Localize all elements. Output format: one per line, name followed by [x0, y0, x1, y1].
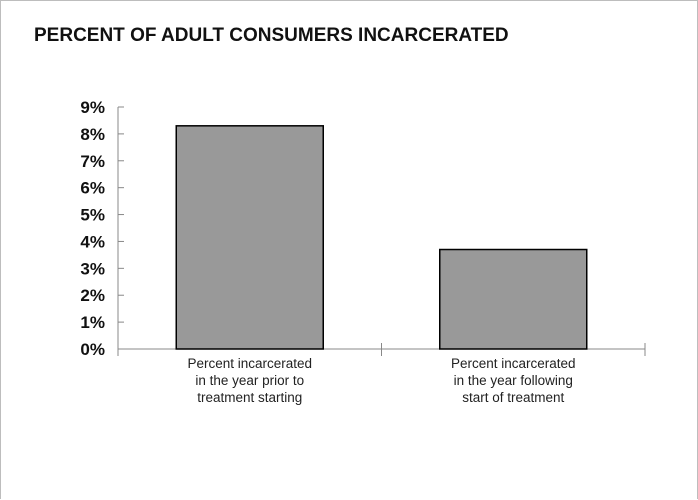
y-tick-label: 9%: [80, 98, 105, 117]
bar: [175, 125, 324, 350]
x-category-label-line: Percent incarcerated: [187, 356, 312, 371]
y-tick-label: 4%: [80, 232, 105, 251]
x-category-label-line: treatment starting: [197, 390, 302, 405]
x-category-label: Percent incarcerated in the year prior to…: [187, 356, 312, 405]
y-tick-label: 6%: [80, 179, 105, 198]
y-tick-label: 7%: [80, 152, 105, 171]
bar: [439, 248, 588, 350]
y-tick-label: 5%: [80, 206, 105, 225]
y-tick-label: 3%: [80, 259, 105, 278]
y-tick-label: 2%: [80, 286, 105, 305]
x-category-label-line: Percent incarcerated: [451, 356, 576, 371]
y-tick-label: 8%: [80, 125, 105, 144]
x-category-label-line: in the year following: [454, 373, 573, 388]
chart-title: PERCENT OF ADULT CONSUMERS INCARCERATED: [34, 25, 509, 46]
y-tick-label: 0%: [80, 340, 105, 359]
x-category-label-line: start of treatment: [462, 390, 564, 405]
y-tick-label: 1%: [80, 313, 105, 332]
x-category-label-line: in the year prior to: [195, 373, 304, 388]
x-category-label: Percent incarcerated in the year followin…: [451, 356, 576, 405]
